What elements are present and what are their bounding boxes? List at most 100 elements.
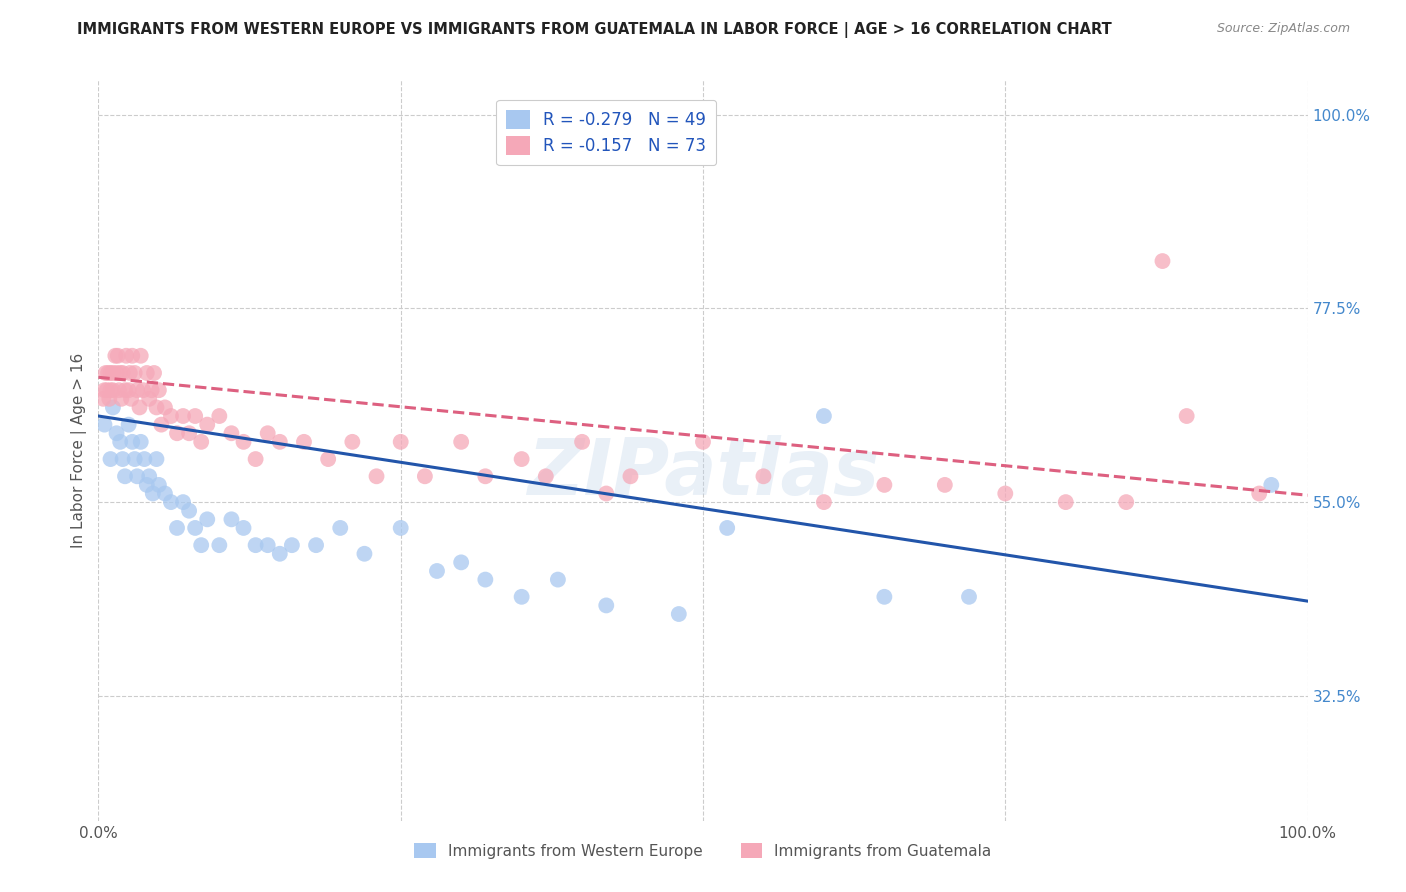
Text: Source: ZipAtlas.com: Source: ZipAtlas.com (1216, 22, 1350, 36)
Text: ZIPatlas: ZIPatlas (527, 434, 879, 511)
Point (1054, 495, 1077, 509)
Point (111, 452, 134, 467)
Point (142, 486, 165, 500)
Point (118, 417, 141, 432)
Point (121, 349, 143, 363)
Point (595, 486, 617, 500)
Point (143, 366, 166, 380)
Point (221, 512, 243, 526)
Point (595, 599, 617, 613)
Point (245, 538, 267, 552)
Point (195, 512, 218, 526)
Point (138, 392, 160, 406)
Point (120, 392, 142, 406)
Point (166, 426, 188, 441)
Point (141, 383, 163, 397)
Point (510, 452, 533, 467)
Point (172, 495, 194, 509)
Point (128, 401, 150, 415)
Point (957, 590, 980, 604)
Point (692, 434, 714, 449)
Point (450, 555, 472, 569)
Point (1249, 486, 1271, 500)
Point (98, 392, 121, 406)
Point (129, 434, 152, 449)
Point (316, 452, 339, 467)
Point (94, 366, 117, 380)
Point (813, 409, 835, 423)
Point (281, 538, 304, 552)
Point (153, 401, 176, 415)
Point (91, 392, 114, 406)
Point (571, 434, 593, 449)
Point (108, 366, 131, 380)
Point (105, 426, 128, 441)
Point (97, 366, 120, 380)
Point (111, 366, 134, 380)
Point (124, 452, 146, 467)
Point (813, 495, 835, 509)
Point (108, 383, 131, 397)
Point (107, 349, 129, 363)
Point (145, 452, 167, 467)
Point (100, 383, 122, 397)
Point (101, 383, 124, 397)
Point (873, 478, 896, 492)
Point (145, 401, 167, 415)
Point (413, 469, 436, 483)
Point (256, 426, 278, 441)
Point (389, 434, 412, 449)
Point (1260, 478, 1282, 492)
Point (148, 478, 170, 492)
Point (752, 469, 775, 483)
Point (534, 469, 557, 483)
Point (208, 409, 231, 423)
Point (135, 366, 157, 380)
Point (100, 366, 122, 380)
Point (305, 538, 328, 552)
Point (118, 366, 141, 380)
Point (184, 521, 207, 535)
Point (221, 426, 243, 441)
Legend: Immigrants from Western Europe, Immigrants from Guatemala: Immigrants from Western Europe, Immigran… (408, 837, 998, 865)
Point (179, 426, 201, 441)
Point (190, 538, 212, 552)
Point (208, 538, 231, 552)
Point (124, 366, 146, 380)
Point (195, 417, 218, 432)
Point (184, 409, 207, 423)
Point (100, 452, 122, 467)
Point (1175, 409, 1198, 423)
Point (148, 383, 170, 397)
Point (547, 573, 569, 587)
Point (329, 521, 352, 535)
Point (129, 349, 152, 363)
Point (96, 383, 118, 397)
Point (150, 417, 173, 432)
Point (121, 434, 143, 449)
Point (232, 434, 254, 449)
Point (135, 478, 157, 492)
Point (93, 383, 115, 397)
Point (269, 547, 291, 561)
Point (179, 504, 201, 518)
Point (269, 434, 291, 449)
Point (873, 590, 896, 604)
Point (134, 452, 156, 467)
Point (426, 564, 449, 578)
Point (256, 538, 278, 552)
Point (108, 434, 131, 449)
Point (101, 401, 124, 415)
Point (994, 486, 1017, 500)
Point (1115, 495, 1137, 509)
Point (190, 434, 212, 449)
Point (153, 486, 176, 500)
Point (105, 366, 128, 380)
Point (292, 434, 315, 449)
Point (366, 469, 388, 483)
Point (245, 452, 267, 467)
Point (172, 409, 194, 423)
Point (232, 521, 254, 535)
Point (127, 469, 149, 483)
Point (115, 349, 138, 363)
